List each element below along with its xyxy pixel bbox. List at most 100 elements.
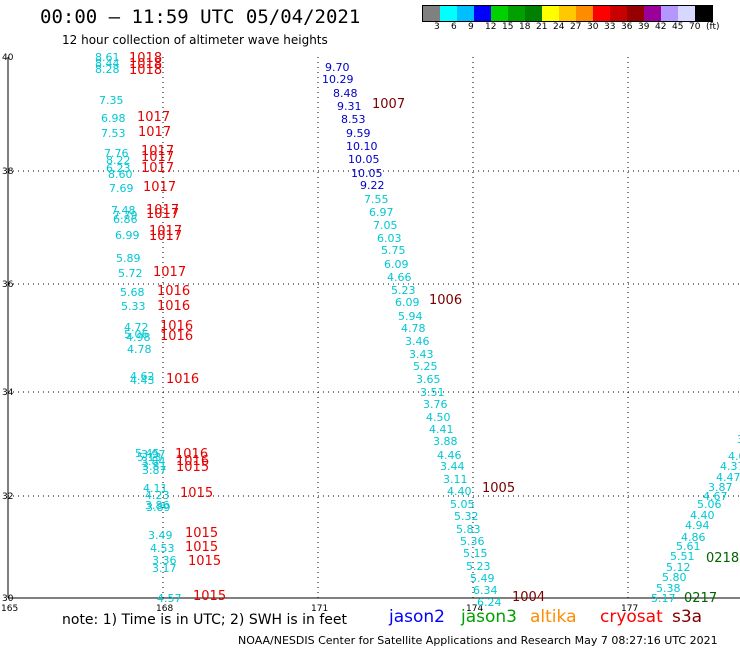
swh-label: 5.61	[676, 540, 701, 553]
pressure-label: 0218	[706, 551, 739, 566]
swh-label: 4.67	[703, 490, 728, 503]
swh-label: 3.81	[142, 460, 167, 473]
y-tick-label: 34	[2, 388, 14, 398]
swh-label: 4.0	[728, 450, 740, 463]
swh-label: 5.17	[651, 592, 676, 605]
swh-label: 3.17	[152, 562, 177, 575]
pressure-label: 1017	[153, 265, 186, 280]
swh-label: 5.23	[391, 284, 416, 297]
swh-label: 4.53	[150, 542, 175, 555]
pressure-label: 1017	[141, 161, 174, 176]
y-tick-label: 38	[2, 167, 14, 177]
color-swatch	[644, 6, 661, 21]
swh-label: 4.11	[143, 482, 168, 495]
swh-label: 4.40	[690, 509, 715, 522]
pressure-label: 1018	[129, 57, 162, 72]
swh-label: 3.43	[409, 348, 434, 361]
swh-label: 7.69	[109, 182, 134, 195]
pressure-label: 1018	[129, 51, 162, 66]
swh-label: 5.06	[697, 498, 722, 511]
color-legend-label: (ft)	[706, 22, 720, 32]
satellite-altika: altika	[530, 607, 577, 627]
swh-label: 4.78	[127, 343, 152, 356]
swh-label: 5.33	[121, 300, 146, 313]
swh-label: 3.46	[405, 335, 430, 348]
swh-label: 7.05	[373, 219, 398, 232]
swh-label: 3.11	[443, 473, 468, 486]
pressure-label: 1015	[193, 589, 226, 604]
color-swatch	[559, 6, 576, 21]
satellite-s3a: s3a	[672, 607, 703, 627]
color-swatch	[576, 6, 593, 21]
swh-label: 5.68	[120, 286, 145, 299]
x-tick-label: 165	[1, 604, 18, 614]
pressure-label: 1018	[129, 63, 162, 78]
swh-label: 5.38	[656, 582, 681, 595]
swh-label: 3.87	[142, 464, 167, 477]
swh-label: 6.98	[101, 112, 126, 125]
swh-label: 6.97	[369, 206, 394, 219]
color-swatch	[610, 6, 627, 21]
pressure-label: 1016	[157, 299, 190, 314]
swh-label: 5.80	[662, 571, 687, 584]
swh-label: 5.45	[135, 447, 160, 460]
swh-label: 4.86	[681, 531, 706, 544]
swh-label: 7.79	[113, 209, 138, 222]
pressure-label: 1007	[372, 97, 405, 112]
color-swatch	[695, 6, 712, 21]
swh-label: 3.89	[146, 501, 171, 514]
swh-label: 4.23	[145, 489, 170, 502]
pressure-label: 1016	[157, 284, 190, 299]
color-swatch	[440, 6, 457, 21]
swh-label: 6.86	[113, 213, 138, 226]
pressure-label: 1017	[141, 150, 174, 165]
swh-label: 5.94	[398, 310, 423, 323]
color-legend-label: 70	[689, 22, 701, 32]
swh-label: 7.48	[111, 204, 136, 217]
y-tick-label: 40	[2, 53, 14, 63]
pressure-label: 1017	[138, 125, 171, 140]
pressure-label: 1016	[176, 454, 209, 469]
color-swatch	[457, 6, 474, 21]
swh-label: 6.09	[395, 296, 420, 309]
swh-label: 5.15	[463, 547, 488, 560]
pressure-label: 1006	[429, 293, 462, 308]
swh-label: 5.06	[124, 328, 149, 341]
swh-label: 6.24	[477, 596, 502, 609]
color-swatch	[593, 6, 610, 21]
pressure-label: 1017	[146, 203, 179, 218]
swh-label: 4.66	[387, 271, 412, 284]
satellite-jason3: jason3	[461, 607, 517, 627]
x-tick-label: 168	[156, 604, 173, 614]
swh-label: 6.03	[377, 232, 402, 245]
pressure-label: 1017	[149, 224, 182, 239]
swh-label: 4.98	[126, 331, 151, 344]
footer-note: note: 1) Time is in UTC; 2) SWH is in fe…	[62, 612, 348, 628]
swh-label: 7.35	[99, 94, 124, 107]
pressure-label: 1015	[188, 554, 221, 569]
swh-label: 3.88	[433, 435, 458, 448]
color-legend-label: 12	[485, 22, 497, 32]
swh-label: 9.70	[325, 61, 350, 74]
pressure-label: 1016	[175, 447, 208, 462]
swh-label: 3.65	[416, 373, 441, 386]
swh-label: 8.61	[95, 51, 120, 64]
swh-label: 4.46	[437, 449, 462, 462]
pressure-label: 1017	[137, 110, 170, 125]
map-subtitle: 12 hour collection of altimeter wave hei…	[62, 33, 328, 47]
color-swatch	[423, 6, 440, 21]
swh-label: 3.97	[141, 448, 166, 461]
color-legend-label: 21	[536, 22, 548, 32]
swh-label: 4.72	[124, 321, 149, 334]
color-swatch	[661, 6, 678, 21]
swh-label: 5.05	[450, 498, 475, 511]
swh-label: 5.32	[454, 510, 479, 523]
color-legend-label: 30	[587, 22, 599, 32]
color-legend-label: 3	[434, 22, 440, 32]
swh-label: 4.62	[130, 370, 155, 383]
color-legend-label: 42	[655, 22, 667, 32]
swh-label: 5.75	[381, 244, 406, 257]
swh-label: 10.29	[322, 73, 354, 86]
